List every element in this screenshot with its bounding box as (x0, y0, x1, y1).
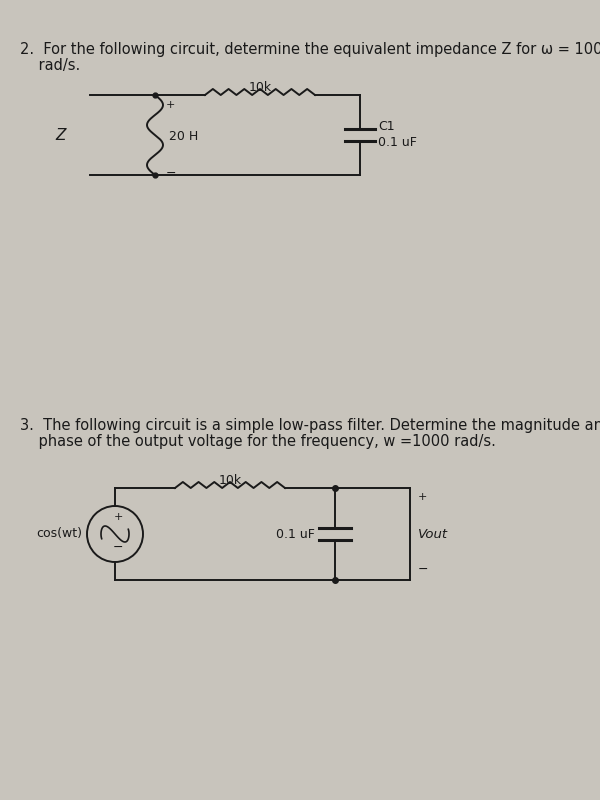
Text: 0.1 uF: 0.1 uF (378, 137, 417, 150)
Text: 10k: 10k (218, 474, 242, 487)
Text: C1: C1 (378, 121, 395, 134)
Text: Vout: Vout (418, 527, 448, 541)
Text: −: − (113, 541, 123, 554)
Text: 0.1 uF: 0.1 uF (276, 527, 315, 541)
Text: −: − (418, 563, 428, 576)
Text: +: + (418, 492, 427, 502)
Text: +: + (166, 100, 175, 110)
Text: 10k: 10k (248, 81, 272, 94)
Text: cos(wt): cos(wt) (36, 527, 82, 541)
Text: −: − (166, 167, 176, 180)
Text: 20 H: 20 H (169, 130, 198, 143)
Text: phase of the output voltage for the frequency, w =1000 rad/s.: phase of the output voltage for the freq… (20, 434, 496, 449)
Text: Z: Z (55, 127, 65, 142)
Text: +: + (113, 512, 122, 522)
Text: rad/s.: rad/s. (20, 58, 80, 73)
Text: 2.  For the following circuit, determine the equivalent impedance Z for ω = 1000: 2. For the following circuit, determine … (20, 42, 600, 57)
Text: 3.  The following circuit is a simple low-pass filter. Determine the magnitude a: 3. The following circuit is a simple low… (20, 418, 600, 433)
